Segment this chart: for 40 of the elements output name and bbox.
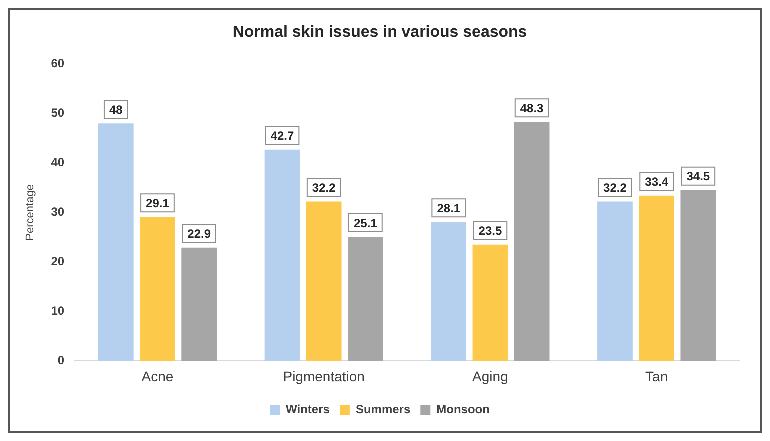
x-tick-label: Aging [472, 368, 508, 384]
data-label: 28.1 [437, 201, 461, 216]
data-label: 32.2 [604, 181, 628, 196]
bar [264, 150, 300, 362]
legend-label: Monsoon [436, 402, 490, 416]
data-label: 22.9 [188, 227, 212, 242]
bar [140, 217, 176, 362]
data-label: 33.4 [645, 175, 669, 190]
legend-label: Summers [356, 402, 411, 416]
y-tick-label: 0 [58, 354, 65, 368]
y-tick-label: 60 [51, 56, 65, 71]
y-tick-label: 10 [51, 304, 65, 318]
data-label: 32.2 [312, 181, 336, 196]
y-tick-label: 40 [51, 156, 65, 170]
bar [514, 122, 550, 362]
y-tick-label: 20 [51, 254, 65, 269]
data-label: 25.1 [354, 216, 378, 230]
bar [639, 196, 674, 362]
data-label: 29.1 [146, 196, 170, 210]
y-tick-label: 50 [51, 106, 65, 120]
data-label: 48.3 [520, 101, 544, 116]
legend-label: Winters [286, 402, 330, 416]
x-tick-label: Tan [646, 368, 668, 384]
bar [306, 202, 342, 362]
data-label: 48 [109, 102, 124, 117]
data-label: 42.7 [270, 129, 295, 144]
y-tick-label: 30 [51, 205, 65, 220]
bar [348, 236, 384, 362]
y-axis-title: Percentage [24, 184, 37, 241]
chart-title: Normal skin issues in various seasons [232, 24, 528, 42]
data-label: 23.5 [478, 224, 502, 238]
bar [98, 124, 134, 362]
x-tick-label: Acne [142, 368, 174, 384]
bar [182, 248, 217, 362]
bar [598, 202, 633, 362]
bar [431, 222, 467, 362]
bar [680, 190, 716, 362]
bar [472, 244, 508, 362]
x-tick-label: Pigmentation [283, 368, 365, 384]
data-label: 34.5 [686, 170, 710, 184]
